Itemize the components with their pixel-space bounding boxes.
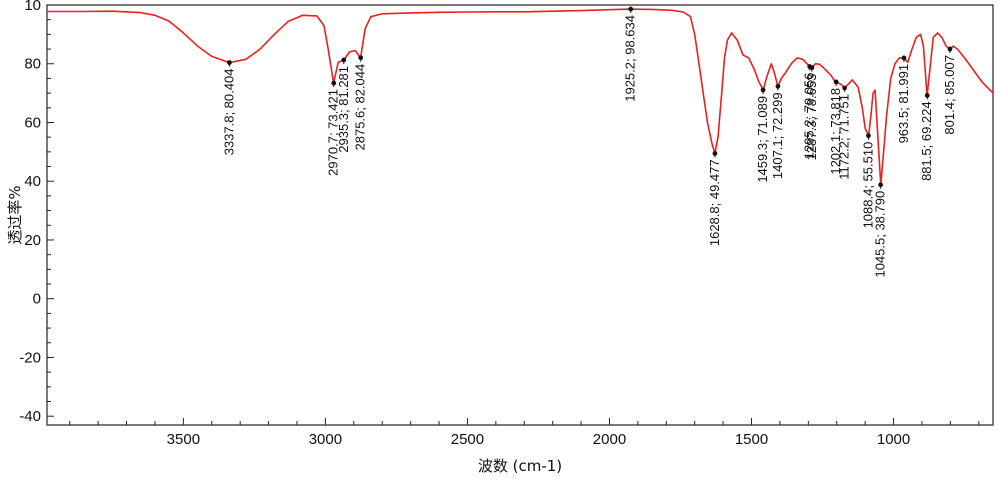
peak-annotation: 1172.2; 71.751 [837, 86, 852, 180]
peak-marker [834, 79, 839, 84]
peak-label: 801.4; 85.007 [942, 55, 957, 135]
x-tick-label: 2000 [593, 431, 626, 448]
peak-annotation: 2875.6; 82.044 [353, 55, 368, 150]
x-axis-title: 波数 (cm-1) [478, 457, 562, 475]
peak-marker [628, 7, 633, 12]
peak-annotation: 1925.2; 98.634 [623, 7, 638, 102]
plot-frame [47, 5, 993, 425]
peak-annotation: 1045.5; 38.790 [873, 182, 888, 277]
peak-annotation: 801.4; 85.007 [942, 47, 957, 135]
y-tick-label: 20 [24, 232, 41, 249]
peak-marker [925, 93, 930, 98]
y-tick-label: 60 [24, 114, 41, 131]
peak-annotation: 1407.1; 72.299 [770, 84, 785, 179]
x-tick-label: 3500 [167, 431, 200, 448]
peak-marker [866, 133, 871, 138]
y-tick-label: -40 [19, 408, 41, 425]
peak-marker [902, 55, 907, 60]
x-tick-label: 2500 [451, 431, 484, 448]
peak-label: 881.5; 69.224 [919, 101, 934, 181]
peak-annotation: 963.5; 81.991 [896, 55, 911, 143]
peak-annotation: 1459.3; 71.089 [755, 88, 770, 183]
peak-label: 1925.2; 98.634 [623, 15, 638, 102]
peak-label: 1287.3; 78.653 [804, 74, 819, 161]
y-axis: -40 -20 0 20 40 60 80 10 [19, 0, 54, 425]
peak-marker [776, 84, 781, 89]
peak-annotation: 881.5; 69.224 [919, 93, 934, 181]
peak-annotation: 1287.3; 78.653 [804, 65, 819, 160]
peak-marker [713, 151, 718, 156]
peak-label: 1628.8; 49.477 [707, 159, 722, 246]
peak-label: 1459.3; 71.089 [755, 96, 770, 183]
peak-annotation: 1628.8; 49.477 [707, 151, 722, 246]
peak-label: 2935.3; 81.281 [336, 66, 351, 153]
x-tick-label: 3000 [309, 431, 342, 448]
peak-marker [761, 88, 766, 93]
peak-label: 3337.8; 80.404 [221, 69, 236, 156]
y-tick-label: -20 [19, 349, 41, 366]
peak-marker [341, 58, 346, 63]
peak-label: 1172.2; 71.751 [837, 94, 852, 180]
peak-marker [358, 55, 363, 60]
x-tick-label: 1000 [877, 431, 910, 448]
y-axis-title: 透过率% [6, 185, 24, 244]
peak-marker [810, 65, 815, 70]
peak-marker [878, 182, 883, 187]
peak-annotation: 2935.3; 81.281 [336, 58, 351, 153]
x-tick-label: 1500 [735, 431, 768, 448]
y-tick-label: 80 [24, 56, 41, 73]
y-tick-label: 10 [24, 0, 41, 14]
y-tick-label: 0 [33, 291, 41, 308]
peak-marker [842, 86, 847, 91]
peak-annotation: 3337.8; 80.404 [221, 60, 236, 155]
y-tick-label: 40 [24, 173, 41, 190]
peak-label: 1045.5; 38.790 [873, 191, 888, 278]
peak-marker [227, 60, 232, 65]
x-axis: 3500 3000 2500 2000 1500 1000 [70, 418, 979, 448]
peak-marker [948, 47, 953, 52]
peak-annotations: 3337.8; 80.4042970.7; 73.4212935.3; 81.2… [221, 7, 957, 278]
peak-label: 1407.1; 72.299 [770, 92, 785, 179]
peak-label: 2875.6; 82.044 [353, 64, 368, 151]
peak-label: 963.5; 81.991 [896, 64, 911, 144]
